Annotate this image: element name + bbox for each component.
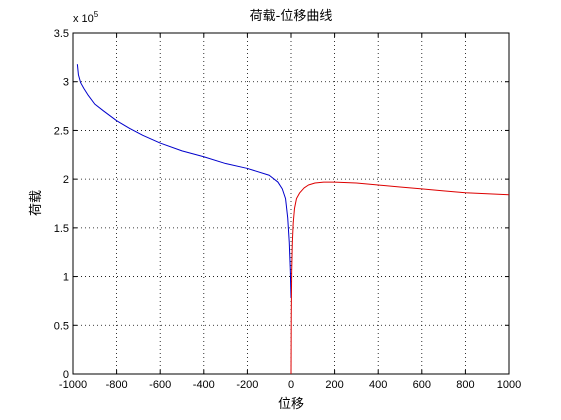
- y-tick-label: 0.5: [54, 320, 69, 332]
- y-tick-label: 2: [63, 174, 69, 186]
- y-tick-label: 1: [63, 272, 69, 284]
- y-axis-label: 荷载: [29, 190, 44, 216]
- x-tick-label: 1000: [497, 379, 521, 391]
- x-tick-label: 600: [413, 379, 431, 391]
- x-tick-label: -800: [106, 379, 128, 391]
- y-tick-labels: 0 0.5 1 1.5 2 2.5 3 3.5: [54, 28, 69, 381]
- x-tick-label: -400: [193, 379, 215, 391]
- chart-title: 荷载-位移曲线: [250, 9, 333, 24]
- x-tick-label: 200: [325, 379, 343, 391]
- x-axis-label: 位移: [278, 397, 304, 412]
- y-tick-label: 0: [63, 369, 69, 381]
- y-tick-label: 3: [63, 77, 69, 89]
- x-tick-label: 800: [456, 379, 474, 391]
- y-axis-multiplier: x 105: [73, 10, 99, 25]
- x-tick-label: 400: [369, 379, 387, 391]
- y-axis-multiplier-base: x 10: [73, 13, 94, 25]
- x-tick-label: 0: [288, 379, 294, 391]
- x-tick-labels: -1000 -800 -600 -400 -200 0 200 400 600 800 1000: [59, 379, 521, 391]
- x-tick-label: -200: [236, 379, 258, 391]
- series-line-2: [290, 181, 510, 375]
- series-line-1: [76, 64, 292, 299]
- y-tick-label: 2.5: [54, 125, 69, 137]
- x-tick-label: -600: [149, 379, 171, 391]
- y-axis-multiplier-exponent: 5: [94, 10, 99, 19]
- x-tick-label: -1000: [59, 379, 87, 391]
- axis-ticks: [72, 32, 510, 375]
- y-tick-label: 1.5: [54, 223, 69, 235]
- y-tick-label: 3.5: [54, 28, 69, 40]
- series-group: [76, 64, 510, 375]
